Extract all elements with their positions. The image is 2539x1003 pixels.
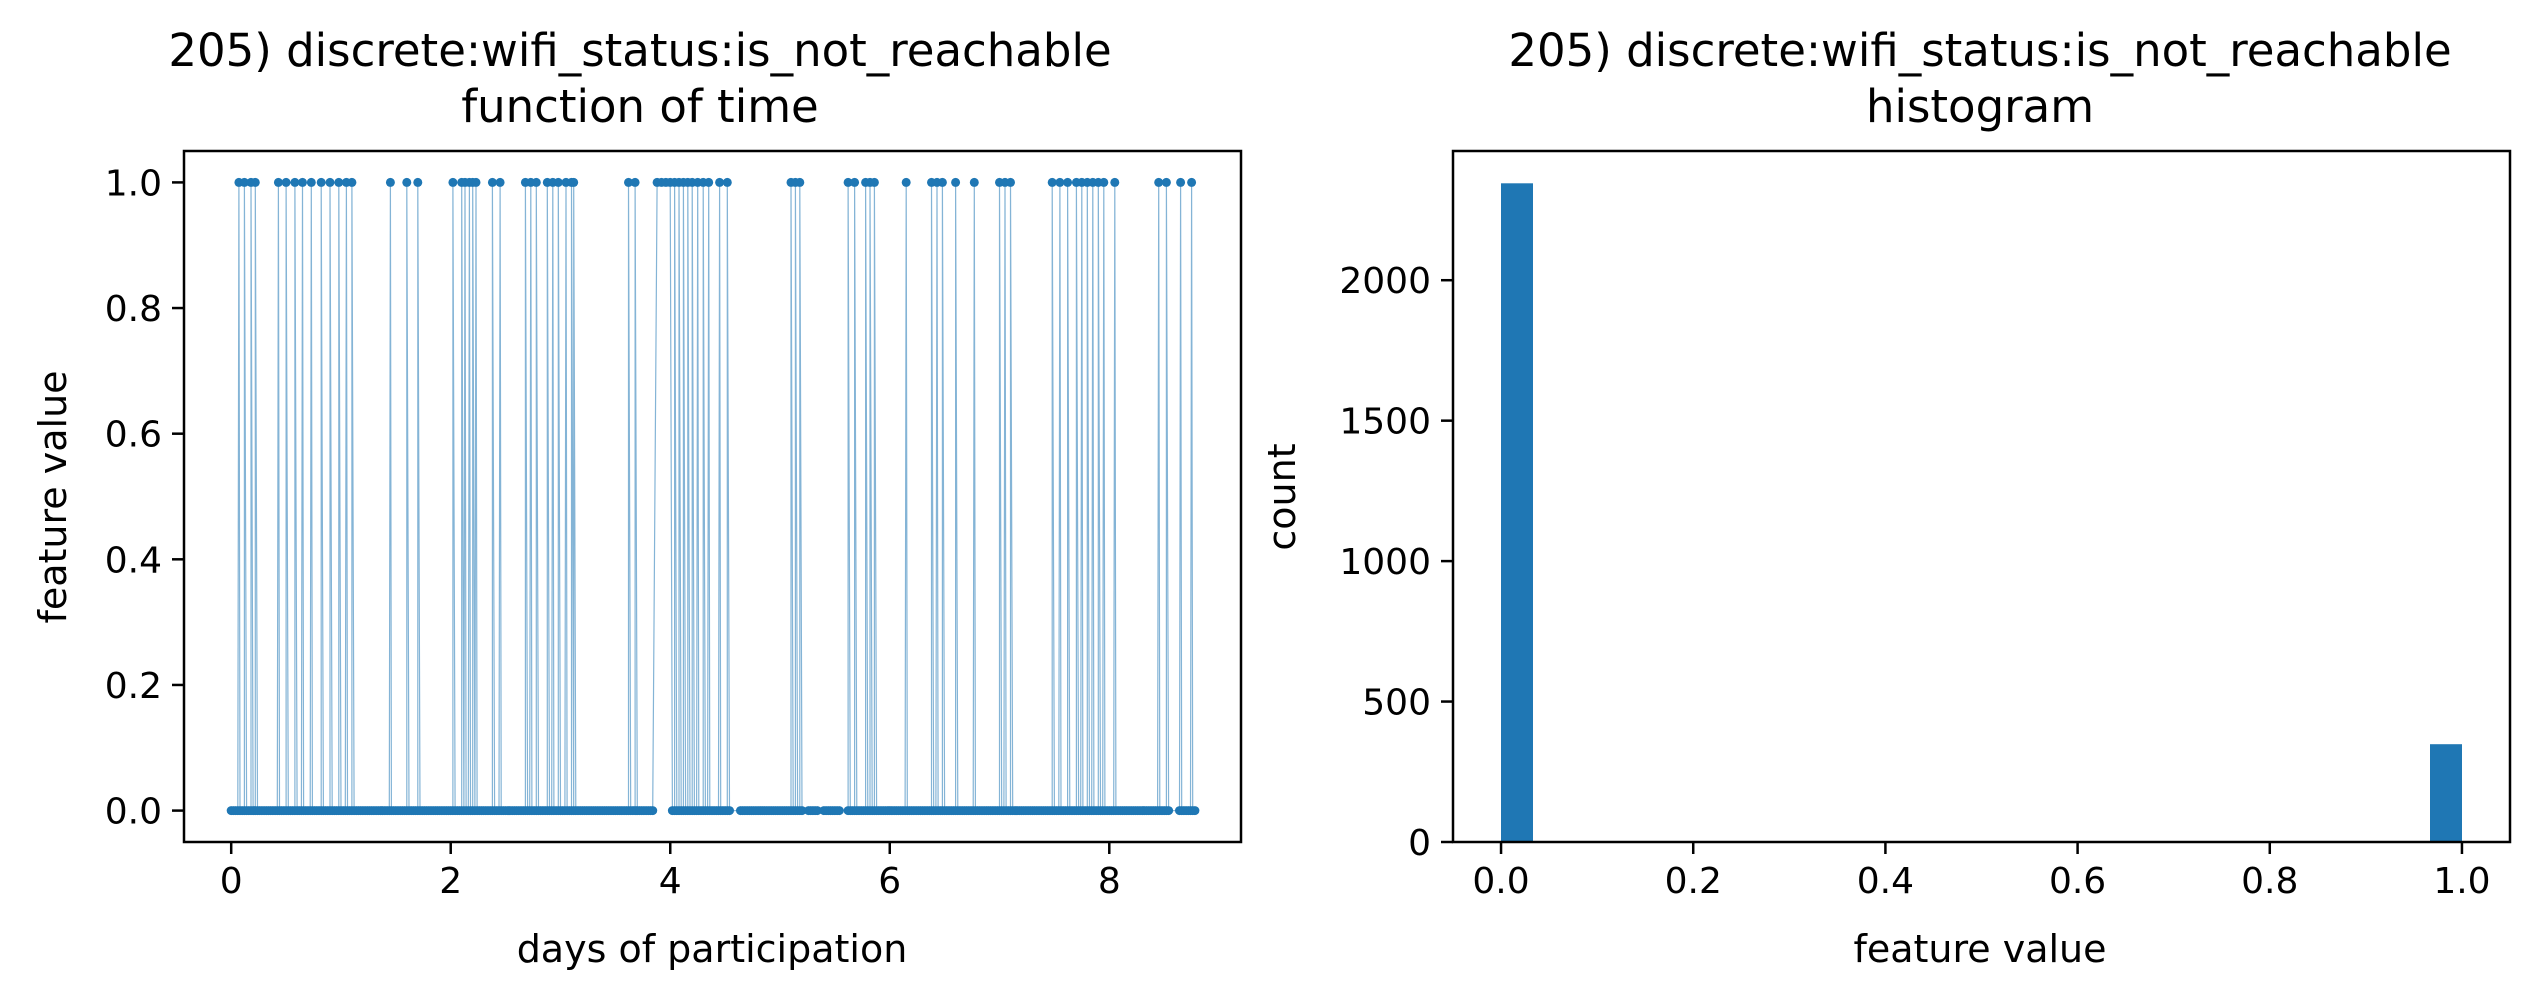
- left-chart-frame: [182, 149, 1243, 844]
- data-point: [471, 177, 481, 187]
- y-tick-label: 0: [1408, 823, 1431, 864]
- x-tick-label: 4: [659, 861, 682, 902]
- right-chart-xlabel: feature value: [1853, 927, 2106, 971]
- x-tick-label: 0.2: [1665, 861, 1722, 902]
- x-tick-label: 6: [878, 861, 901, 902]
- y-tick-label: 500: [1362, 683, 1431, 724]
- data-point: [298, 177, 307, 187]
- y-tick-label: 1000: [1339, 542, 1431, 583]
- y-tick-label: 0.4: [105, 540, 162, 581]
- data-point: [969, 177, 979, 187]
- data-point: [250, 177, 260, 187]
- series-line: [231, 181, 1195, 812]
- right-chart-ylabel: count: [1260, 443, 1304, 550]
- data-point: [937, 177, 947, 187]
- y-tick-label: 0.2: [105, 666, 162, 707]
- data-point: [553, 177, 563, 187]
- data-point: [630, 177, 640, 187]
- histogram-bar: [2430, 744, 2462, 842]
- x-tick-label: 1.0: [2433, 861, 2490, 902]
- data-point: [951, 177, 961, 187]
- data-point: [624, 177, 633, 187]
- data-point: [901, 177, 911, 187]
- data-point: [715, 177, 725, 187]
- y-tick-label: 1500: [1339, 402, 1431, 443]
- right-chart-marks: [1501, 183, 2462, 843]
- data-point: [448, 177, 458, 187]
- right-chart-ticks: 0.0 0.2 0.4 0.6 0.8 1.0 0 500 1000 1500 2000: [1339, 261, 2490, 902]
- data-point: [869, 177, 879, 187]
- left-chart-title: 205) discrete:wifi_status:is_not_reachab…: [168, 24, 1111, 77]
- x-tick-label: 0: [220, 861, 243, 902]
- data-point: [531, 177, 541, 187]
- data-point: [1161, 177, 1171, 187]
- data-point: [1110, 177, 1120, 187]
- left-chart-subtitle: function of time: [461, 80, 818, 133]
- data-point: [325, 177, 335, 187]
- data-point: [725, 806, 734, 816]
- x-tick-label: 0.0: [1472, 861, 1529, 902]
- data-point: [347, 177, 357, 187]
- data-point: [1063, 177, 1073, 187]
- data-point: [797, 806, 807, 816]
- data-point: [402, 177, 412, 187]
- data-point: [495, 177, 505, 187]
- x-tick-label: 2: [439, 861, 462, 902]
- data-point: [1164, 806, 1174, 816]
- data-point: [1047, 177, 1057, 187]
- data-point: [290, 177, 300, 187]
- data-point: [239, 177, 249, 187]
- data-point: [487, 177, 497, 187]
- x-tick-label: 0.8: [2241, 861, 2298, 902]
- histogram-bar: [1501, 183, 1533, 843]
- data-point: [1187, 177, 1197, 187]
- data-point: [850, 177, 860, 187]
- data-point: [316, 177, 326, 187]
- right-chart-title: 205) discrete:wifi_status:is_not_reachab…: [1508, 24, 2451, 77]
- left-chart-ticks: 0 2 4 6 8 0.0 0.2 0.4 0.6 0.8 1.0: [105, 163, 1121, 902]
- data-point: [795, 177, 805, 187]
- histogram-chart: 205) discrete:wifi_status:is_not_reachab…: [1260, 24, 2512, 971]
- y-tick-label: 1.0: [105, 163, 162, 204]
- y-tick-label: 0.0: [105, 792, 162, 833]
- data-point: [1154, 177, 1164, 187]
- x-tick-label: 0.4: [1857, 861, 1914, 902]
- data-point: [413, 177, 423, 187]
- data-point: [1176, 177, 1186, 187]
- y-tick-label: 0.6: [105, 415, 162, 456]
- data-point: [273, 177, 283, 187]
- left-chart-ylabel: feature value: [31, 370, 75, 623]
- data-point: [1190, 806, 1200, 816]
- x-tick-label: 8: [1098, 861, 1121, 902]
- data-point: [334, 177, 344, 187]
- data-point: [704, 177, 714, 187]
- data-point: [385, 177, 395, 187]
- data-point: [1099, 177, 1109, 187]
- left-chart-xlabel: days of participation: [517, 927, 908, 971]
- x-tick-label: 0.6: [2049, 861, 2106, 902]
- data-point: [1006, 177, 1015, 187]
- time-series-chart: 205) discrete:wifi_status:is_not_reachab…: [31, 24, 1243, 971]
- data-point: [1055, 177, 1065, 187]
- data-point: [648, 806, 658, 816]
- data-point: [281, 177, 291, 187]
- data-point: [812, 806, 822, 816]
- data-point: [722, 177, 732, 187]
- data-point: [834, 806, 844, 816]
- data-point: [843, 177, 853, 187]
- left-chart-marks: [226, 177, 1200, 816]
- data-point: [569, 177, 579, 187]
- y-tick-label: 2000: [1339, 261, 1431, 302]
- data-point: [306, 177, 316, 187]
- y-tick-label: 0.8: [105, 289, 162, 330]
- right-chart-frame: [1451, 149, 2512, 844]
- right-chart-subtitle: histogram: [1866, 80, 2094, 133]
